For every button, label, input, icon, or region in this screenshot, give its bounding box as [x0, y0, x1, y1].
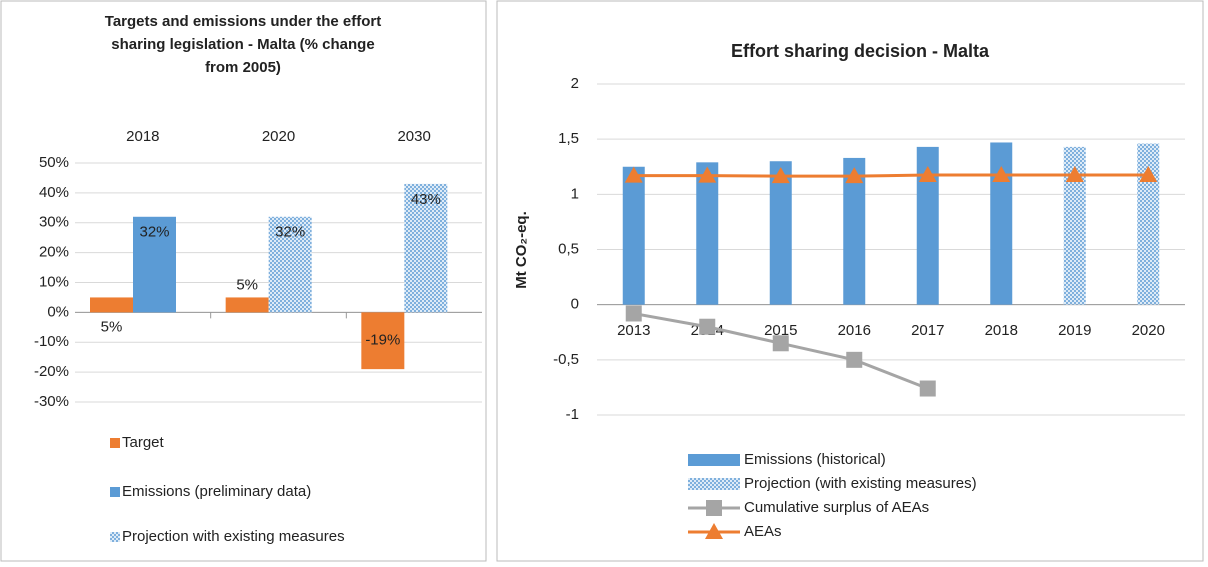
- bar: [696, 162, 719, 305]
- x-tick-label: 2016: [838, 322, 871, 339]
- legend-label: Target: [122, 434, 165, 451]
- y-tick-label: 2: [571, 75, 579, 92]
- y-tick-label: 1: [571, 185, 579, 202]
- bar: [90, 297, 133, 313]
- x-tick-label: 2018: [985, 322, 1018, 339]
- bar: [361, 312, 405, 370]
- x-tick-label: 2020: [262, 128, 295, 145]
- bar: [990, 142, 1013, 305]
- legend-swatch: [110, 532, 120, 542]
- data-label: -19%: [365, 332, 400, 349]
- bar: [843, 157, 866, 305]
- marker: [699, 318, 716, 335]
- marker: [624, 166, 643, 183]
- bar: [225, 297, 269, 313]
- line: [633, 173, 1149, 178]
- legend-label: Projection with existing measures: [122, 528, 345, 545]
- marker: [918, 166, 937, 183]
- marker: [698, 166, 717, 183]
- legend-label: Cumulative surplus of AEAs: [744, 499, 929, 516]
- bar: [769, 161, 792, 305]
- x-tick-label: 2030: [397, 128, 430, 145]
- marker: [1139, 166, 1158, 183]
- legend-swatch: [110, 438, 120, 448]
- marker: [846, 351, 863, 368]
- panel-border: [496, 0, 1204, 562]
- chart-title: Effort sharing decision - Malta: [731, 41, 990, 61]
- y-tick-label: 50%: [39, 154, 69, 171]
- x-tick-label: 2013: [617, 322, 650, 339]
- x-tick-label: 2015: [764, 322, 797, 339]
- legend-label: Projection (with existing measures): [744, 475, 977, 492]
- legend-swatch: [688, 454, 740, 466]
- data-label: 32%: [139, 224, 169, 241]
- marker: [625, 305, 642, 322]
- chart-title: Targets and emissions under the effort: [105, 13, 381, 30]
- y-tick-label: 0,5: [558, 240, 579, 257]
- x-tick-label: 2019: [1058, 322, 1091, 339]
- y-tick-label: 40%: [39, 184, 69, 201]
- marker: [919, 380, 936, 397]
- y-tick-label: -1: [566, 406, 579, 423]
- bar: [268, 216, 312, 313]
- data-label: 5%: [101, 318, 123, 335]
- legend-swatch: [688, 478, 740, 490]
- y-tick-label: 10%: [39, 273, 69, 290]
- bar: [916, 146, 939, 305]
- legend-label: Emissions (preliminary data): [122, 483, 311, 500]
- marker: [706, 500, 722, 516]
- panel-border: [0, 0, 487, 562]
- bar: [622, 166, 645, 305]
- y-tick-label: 0: [571, 296, 579, 313]
- bar: [1137, 143, 1160, 305]
- bar: [1063, 146, 1086, 305]
- y-tick-label: -10%: [34, 333, 69, 350]
- y-tick-label: 20%: [39, 244, 69, 261]
- y-tick-label: -0,5: [553, 351, 579, 368]
- x-tick-label: 2020: [1132, 322, 1165, 339]
- x-tick-label: 2018: [126, 128, 159, 145]
- marker: [845, 167, 864, 184]
- y-tick-label: -20%: [34, 363, 69, 380]
- chart-title: from 2005): [205, 59, 281, 76]
- bar: [133, 216, 176, 313]
- chart-title: sharing legislation - Malta (% change: [111, 36, 374, 53]
- y-tick-label: 30%: [39, 214, 69, 231]
- marker: [772, 335, 789, 352]
- x-tick-label: 2017: [911, 322, 944, 339]
- legend-label: AEAs: [744, 523, 782, 540]
- marker: [992, 166, 1011, 183]
- data-label: 43%: [411, 191, 441, 208]
- marker: [1065, 166, 1084, 183]
- y-axis-label: Mt CO₂-eq.: [513, 211, 530, 289]
- bar: [404, 183, 448, 313]
- marker: [705, 523, 723, 539]
- data-label: 32%: [275, 224, 305, 241]
- legend-label: Emissions (historical): [744, 451, 886, 468]
- legend-swatch: [110, 487, 120, 497]
- y-tick-label: -30%: [34, 393, 69, 410]
- y-tick-label: 0%: [47, 303, 69, 320]
- data-label: 5%: [236, 276, 258, 293]
- y-tick-label: 1,5: [558, 130, 579, 147]
- marker: [771, 167, 790, 184]
